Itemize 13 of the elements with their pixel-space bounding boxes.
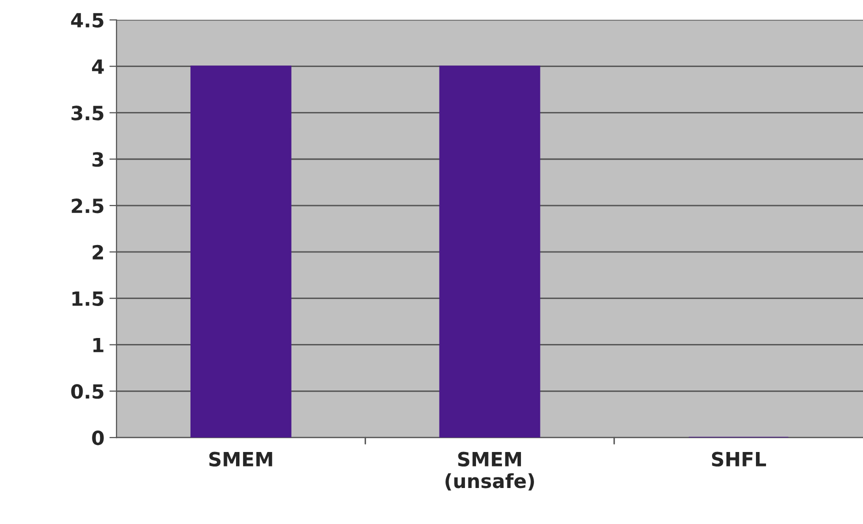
y-tick-label: 3	[92, 152, 104, 167]
y-tick-label: 4	[92, 60, 104, 74]
y-tick-label: 3.5	[72, 106, 104, 120]
x-tick-label: SMEM (unsafe)	[446, 452, 534, 491]
x-tick-label: SMEM	[209, 452, 272, 466]
y-tick-label: 4.5	[71, 13, 104, 28]
y-tick-label: 1.5	[72, 292, 104, 306]
y-tick-label: 2	[92, 244, 104, 260]
y-tick-label: 0	[92, 430, 104, 446]
y-tick-label: 1	[93, 338, 104, 352]
y-tick-label: 2.5	[72, 198, 104, 214]
y-tick-label: 0.5	[71, 384, 104, 399]
x-tick-label: SHFL	[712, 452, 766, 466]
